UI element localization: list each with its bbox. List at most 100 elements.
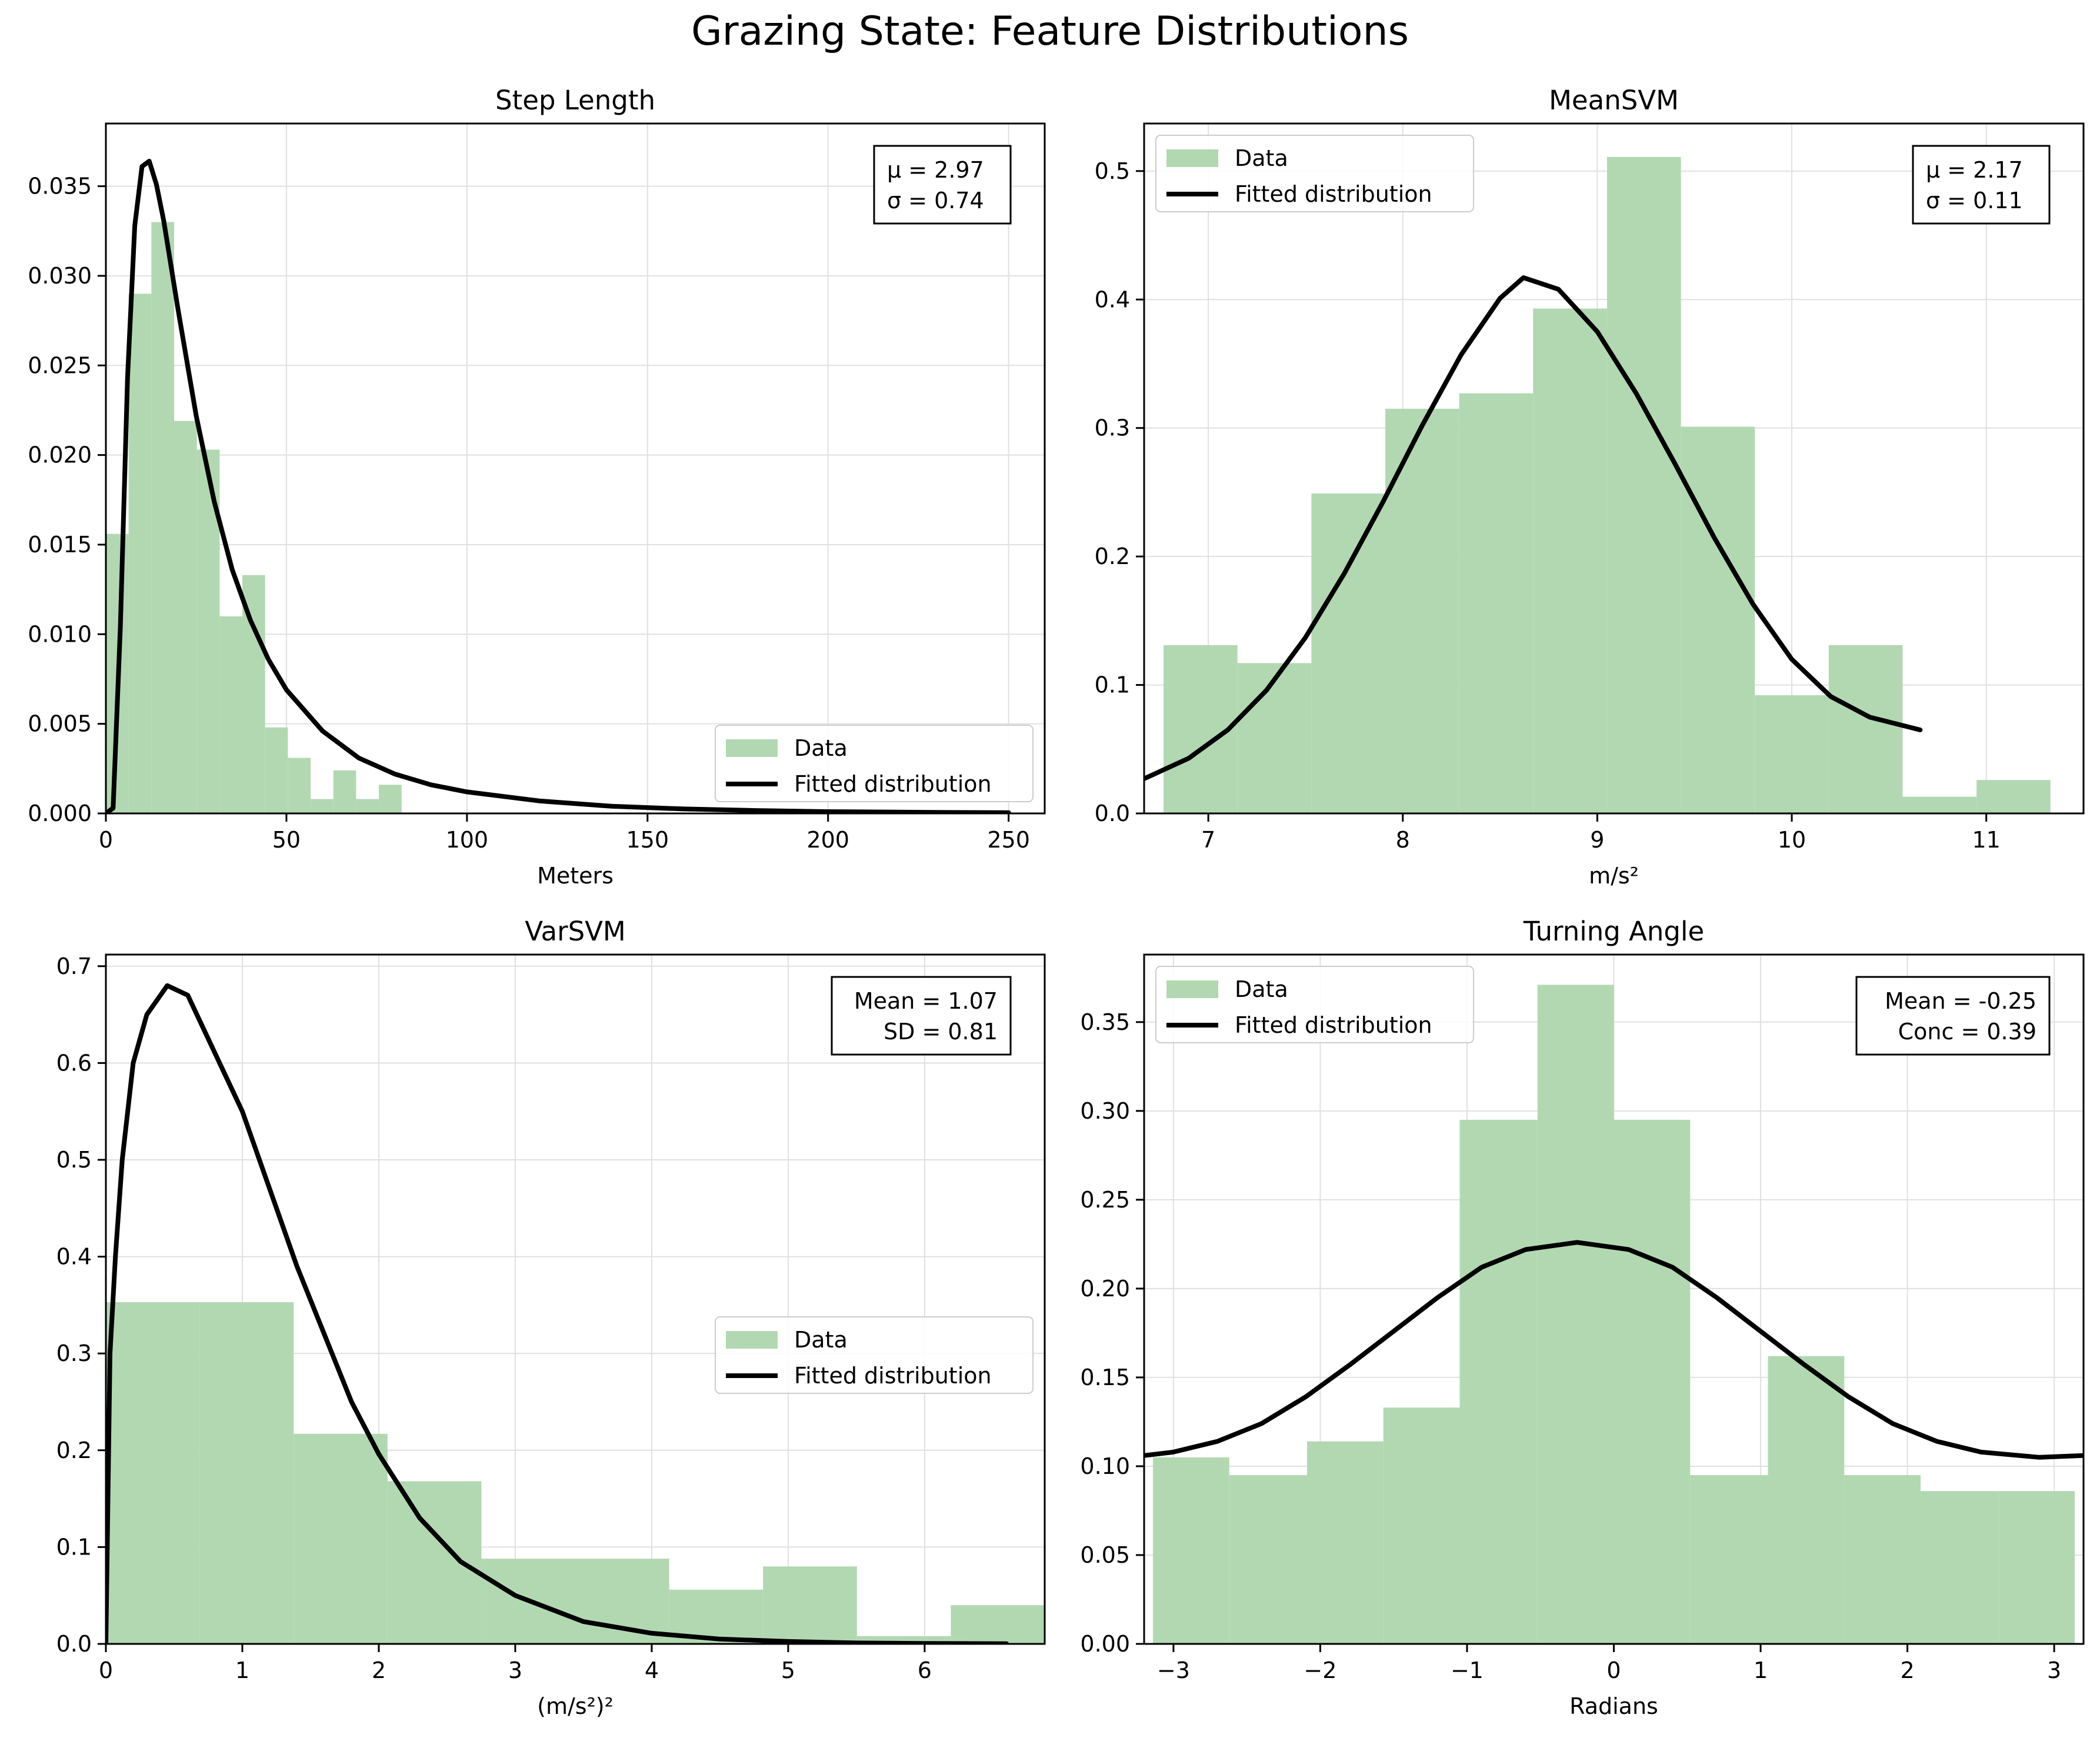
y-tick-label: 0.35 — [1080, 1009, 1130, 1035]
stats-text: Mean = 1.07 — [854, 988, 998, 1014]
stats-text: σ = 0.11 — [1926, 188, 2023, 214]
stats-text: Mean = -0.25 — [1885, 988, 2036, 1014]
y-tick-label: 0.10 — [1080, 1453, 1130, 1479]
legend: Data Fitted distribution — [1155, 135, 1474, 212]
axes-frame — [1143, 122, 2085, 815]
y-tick-label: 0.2 — [56, 1437, 92, 1463]
y-tick-label: 0.25 — [1080, 1187, 1130, 1213]
legend-frame — [1155, 966, 1474, 1043]
x-axis-label: m/s² — [1589, 863, 1639, 889]
histogram-bar — [379, 785, 402, 813]
histogram-bar — [106, 1302, 200, 1644]
y-tick-label: 0.010 — [28, 621, 92, 647]
x-tick-label: 2 — [372, 1657, 386, 1683]
histogram-bar — [174, 421, 197, 813]
x-tick-label: 3 — [2047, 1657, 2061, 1683]
histogram-bar — [1998, 1491, 2075, 1644]
histogram-bars — [106, 1302, 1045, 1644]
histogram-bar — [199, 1302, 294, 1644]
stats-box — [873, 145, 1012, 225]
axes-frame — [105, 953, 1046, 1645]
x-tick-label: 7 — [1201, 827, 1215, 853]
histogram-bar — [1237, 663, 1312, 813]
histogram-bar — [265, 727, 288, 813]
x-tick-label: 8 — [1396, 827, 1410, 853]
histogram-bar — [1385, 408, 1459, 813]
legend-data-label: Data — [1235, 145, 1288, 171]
histogram-bar — [1459, 1119, 1538, 1644]
fitted-distribution-line — [106, 983, 1009, 1644]
x-tick-label: −1 — [1451, 1657, 1484, 1683]
stats-box — [831, 976, 1012, 1056]
legend-fit-label: Fitted distribution — [1235, 1012, 1432, 1038]
histogram-bar — [1383, 1407, 1460, 1644]
histogram-bar — [387, 1481, 482, 1644]
legend-data-swatch — [726, 739, 778, 757]
y-tick-label: 0.1 — [1095, 672, 1130, 698]
fitted-distribution-line — [1144, 275, 1923, 781]
legend: Data Fitted distribution — [1155, 966, 1474, 1043]
histogram-bar — [1533, 308, 1607, 813]
histogram-bar — [1828, 645, 1903, 813]
histogram-bar — [1976, 780, 2051, 813]
y-tick-label: 0.15 — [1080, 1365, 1130, 1390]
x-tick-label: 0 — [99, 827, 113, 853]
histogram-bar — [1902, 796, 1977, 813]
axes-frame — [105, 122, 1046, 815]
y-tick-label: 0.000 — [28, 800, 92, 826]
histogram-bar — [311, 799, 334, 813]
panel-title: Step Length — [495, 85, 655, 116]
legend-fit-label: Fitted distribution — [794, 771, 992, 797]
y-tick-label: 0.025 — [28, 352, 92, 378]
legend-frame — [1155, 135, 1474, 212]
y-tick-label: 0.015 — [28, 532, 92, 558]
y-tick-label: 0.30 — [1080, 1098, 1130, 1124]
x-tick-label: −2 — [1304, 1657, 1336, 1683]
histogram-bar — [1755, 695, 1829, 813]
x-tick-label: 9 — [1590, 827, 1604, 853]
y-tick-label: 0.3 — [1095, 415, 1130, 441]
legend-fit-label: Fitted distribution — [1235, 181, 1432, 207]
y-tick-label: 0.6 — [56, 1050, 92, 1076]
panel-step-length: 0 50 100 150 200 250 0.000 0.005 0.010 0.015 0.020… — [28, 85, 1046, 889]
histogram-bar — [1152, 1457, 1229, 1644]
x-axis-label: Meters — [537, 863, 614, 889]
x-tick-label: 100 — [446, 827, 489, 853]
x-tick-label: 0 — [1606, 1657, 1621, 1683]
fitted-distribution-line — [106, 159, 1011, 813]
y-tick-label: 0.20 — [1080, 1276, 1130, 1302]
histogram-bar — [294, 1433, 388, 1644]
y-tick-label: 0.7 — [56, 953, 92, 979]
histogram-bars — [106, 222, 402, 813]
histogram-bar — [1681, 426, 1755, 813]
panel-meansvm: 7 8 9 10 11 0.0 0.1 0.2 0.3 0.4 0.5 MeanSVM m/s² μ = … — [1095, 85, 2085, 889]
histogram-bar — [575, 1559, 669, 1644]
legend-frame — [715, 1316, 1034, 1394]
x-axis-label: Radians — [1569, 1693, 1658, 1719]
x-tick-label: 250 — [987, 827, 1030, 853]
panel-varsvm: 0 1 2 3 4 5 6 0.0 0.1 0.2 0.3 0.4 0.5 0.6 0.7 VarSVM (m/… — [56, 916, 1046, 1719]
stats-text: μ = 2.97 — [887, 157, 984, 183]
x-tick-label: 1 — [1754, 1657, 1768, 1683]
histogram-bar — [1768, 1356, 1845, 1644]
x-tick-label: 200 — [806, 827, 849, 853]
y-tick-label: 0.4 — [56, 1244, 92, 1270]
legend-data-label: Data — [1235, 976, 1288, 1002]
x-tick-label: 1 — [235, 1657, 249, 1683]
x-tick-label: 50 — [272, 827, 301, 853]
x-tick-label: 0 — [99, 1657, 113, 1683]
histogram-bar — [1229, 1475, 1307, 1644]
legend: Data Fitted distribution — [715, 725, 1034, 802]
histogram-bars — [1164, 156, 2051, 813]
histogram-bar — [1311, 493, 1385, 813]
x-axis-label: (m/s²)² — [537, 1693, 614, 1719]
histogram-bar — [1614, 1119, 1691, 1644]
x-tick-label: 2 — [1900, 1657, 1914, 1683]
histogram-bar — [1921, 1491, 1999, 1644]
panel-title: Turning Angle — [1523, 916, 1704, 947]
stats-text: σ = 0.74 — [887, 188, 984, 214]
legend-data-label: Data — [794, 735, 848, 761]
y-tick-label: 0.00 — [1080, 1631, 1130, 1657]
histogram-bar — [1690, 1475, 1768, 1644]
